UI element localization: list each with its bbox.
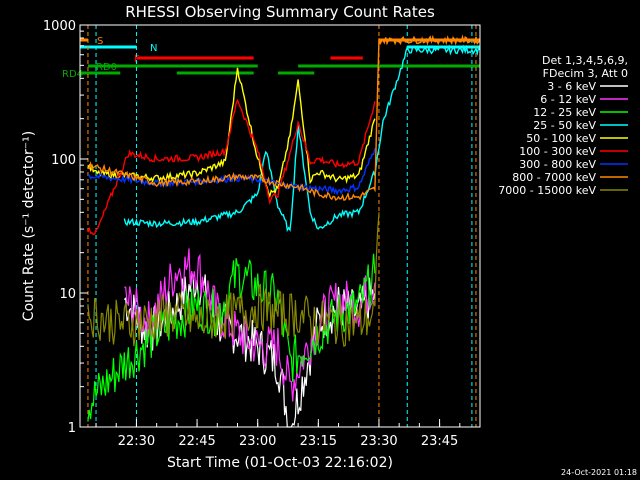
series-line-4 xyxy=(87,67,376,199)
x-tick-label: 23:45 xyxy=(421,434,458,449)
y-axis-ticks: 1 10 100 1000 xyxy=(43,19,88,436)
legend-header: FDecim 3, Att 0 xyxy=(543,67,628,80)
x-axis-label: Start Time (01-Oct-03 22:16:02) xyxy=(167,455,393,471)
series-line-8 xyxy=(87,212,380,347)
legend-header: Det 1,3,4,5,6,9, xyxy=(542,54,628,67)
flag-label-f: F xyxy=(134,54,140,65)
timestamp: 24-Oct-2021 01:18 xyxy=(561,468,637,477)
legend-entry: 12 - 25 keV xyxy=(533,106,596,119)
flag-bars: S NF RD0 RD4 xyxy=(62,36,480,80)
flag-label-rd0: RD0 xyxy=(96,62,117,73)
series-line-3 xyxy=(123,44,481,233)
legend-entry: 300 - 800 keV xyxy=(519,158,596,171)
legend-entry: 100 - 300 keV xyxy=(519,145,596,158)
x-tick-label: 23:30 xyxy=(360,434,397,449)
x-tick-label: 23:15 xyxy=(300,434,337,449)
legend-entry: 25 - 50 keV xyxy=(533,119,596,132)
x-axis-ticks: 22:30 22:45 23:00 23:15 23:30 23:45 xyxy=(95,419,481,449)
series-lines xyxy=(87,34,481,428)
x-tick-label: 22:45 xyxy=(178,434,215,449)
plot-frame xyxy=(79,24,481,428)
y-tick-label: 100 xyxy=(51,153,76,168)
chart-title: RHESSI Observing Summary Count Rates xyxy=(125,3,435,21)
legend-entry: 7000 - 15000 keV xyxy=(498,184,596,197)
legend-entry: 800 - 7000 keV xyxy=(512,171,596,184)
legend: Det 1,3,4,5,6,9,FDecim 3, Att 03 - 6 keV… xyxy=(498,54,628,197)
y-tick-label: 10 xyxy=(59,287,76,302)
flag-label-rd4: RD4 xyxy=(62,69,83,80)
vertical-markers xyxy=(87,25,477,427)
y-axis-label: Count Rate (s⁻¹ detector⁻¹) xyxy=(21,131,37,321)
series-line-7 xyxy=(87,34,481,201)
series-line-2 xyxy=(87,253,376,422)
y-tick-label: 1 xyxy=(68,421,76,436)
flag-label-s: S xyxy=(97,36,103,47)
series-line-6 xyxy=(87,148,376,196)
legend-entry: 6 - 12 keV xyxy=(540,93,596,106)
legend-entry: 50 - 100 keV xyxy=(526,132,596,145)
y-tick-label: 1000 xyxy=(43,19,76,34)
flag-label-n: N xyxy=(150,43,157,54)
x-tick-label: 22:30 xyxy=(118,434,155,449)
series-line-5 xyxy=(87,98,376,236)
x-tick-label: 23:00 xyxy=(239,434,276,449)
legend-entry: 3 - 6 keV xyxy=(547,80,596,93)
